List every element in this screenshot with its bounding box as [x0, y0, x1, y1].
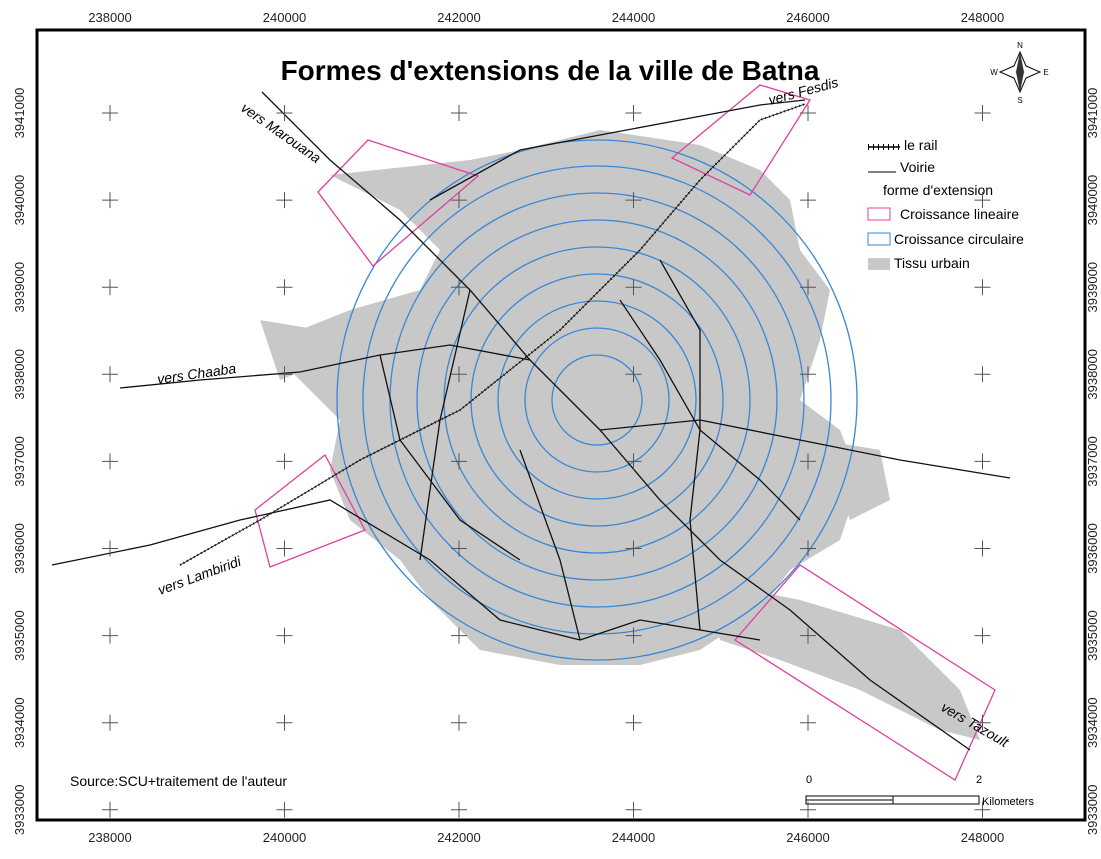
x-coord-label: 238000	[88, 10, 131, 25]
y-coord-label: 3939000	[1085, 262, 1100, 313]
y-coord-label: 3936000	[1085, 523, 1100, 574]
y-coord-label: 3934000	[1085, 697, 1100, 748]
legend-label: Croissance circulaire	[894, 231, 1024, 247]
y-coord-label: 3935000	[1085, 610, 1100, 661]
scale-start: 0	[806, 774, 812, 786]
x-coord-label: 246000	[786, 10, 829, 25]
y-coord-label: 3937000	[12, 436, 27, 487]
x-coord-label: 238000	[88, 830, 131, 845]
x-coord-label: 244000	[612, 830, 655, 845]
legend-label: le rail	[904, 137, 937, 153]
compass-s: S	[1017, 96, 1022, 105]
y-coord-label: 3940000	[12, 175, 27, 226]
y-coord-label: 3934000	[12, 697, 27, 748]
x-coord-label: 242000	[437, 830, 480, 845]
y-coord-label: 3938000	[12, 349, 27, 400]
y-coord-label: 3939000	[12, 262, 27, 313]
legend-label: Croissance lineaire	[900, 206, 1019, 222]
y-coord-label: 3933000	[12, 784, 27, 835]
map: Formes d'extensions de la ville de Batna…	[0, 0, 1101, 854]
scale-unit: Kilometers	[982, 796, 1034, 808]
scale-segment	[893, 796, 979, 804]
scale-end: 2	[976, 774, 982, 786]
compass-w: W	[990, 68, 998, 77]
x-coord-label: 242000	[437, 10, 480, 25]
y-coord-label: 3941000	[12, 88, 27, 139]
source: Source:SCU+traitement de l'auteur	[70, 773, 287, 789]
x-coord-label: 240000	[263, 830, 306, 845]
legend-label: forme d'extension	[883, 182, 993, 198]
y-coord-label: 3937000	[1085, 436, 1100, 487]
legend-label: Tissu urbain	[894, 255, 970, 271]
x-coord-label: 246000	[786, 830, 829, 845]
y-coord-label: 3933000	[1085, 784, 1100, 835]
y-coord-label: 3936000	[12, 523, 27, 574]
y-coord-label: 3935000	[12, 610, 27, 661]
compass-n: N	[1017, 41, 1023, 50]
x-coord-label: 248000	[961, 830, 1004, 845]
x-coord-label: 248000	[961, 10, 1004, 25]
y-coord-label: 3940000	[1085, 175, 1100, 226]
legend-urban-symbol	[868, 258, 890, 270]
y-coord-label: 3938000	[1085, 349, 1100, 400]
x-coord-label: 240000	[263, 10, 306, 25]
x-coord-label: 244000	[612, 10, 655, 25]
compass-e: E	[1043, 68, 1048, 77]
legend-label: Voirie	[900, 159, 935, 175]
map-title: Formes d'extensions de la ville de Batna	[281, 55, 820, 86]
y-coord-label: 3941000	[1085, 88, 1100, 139]
